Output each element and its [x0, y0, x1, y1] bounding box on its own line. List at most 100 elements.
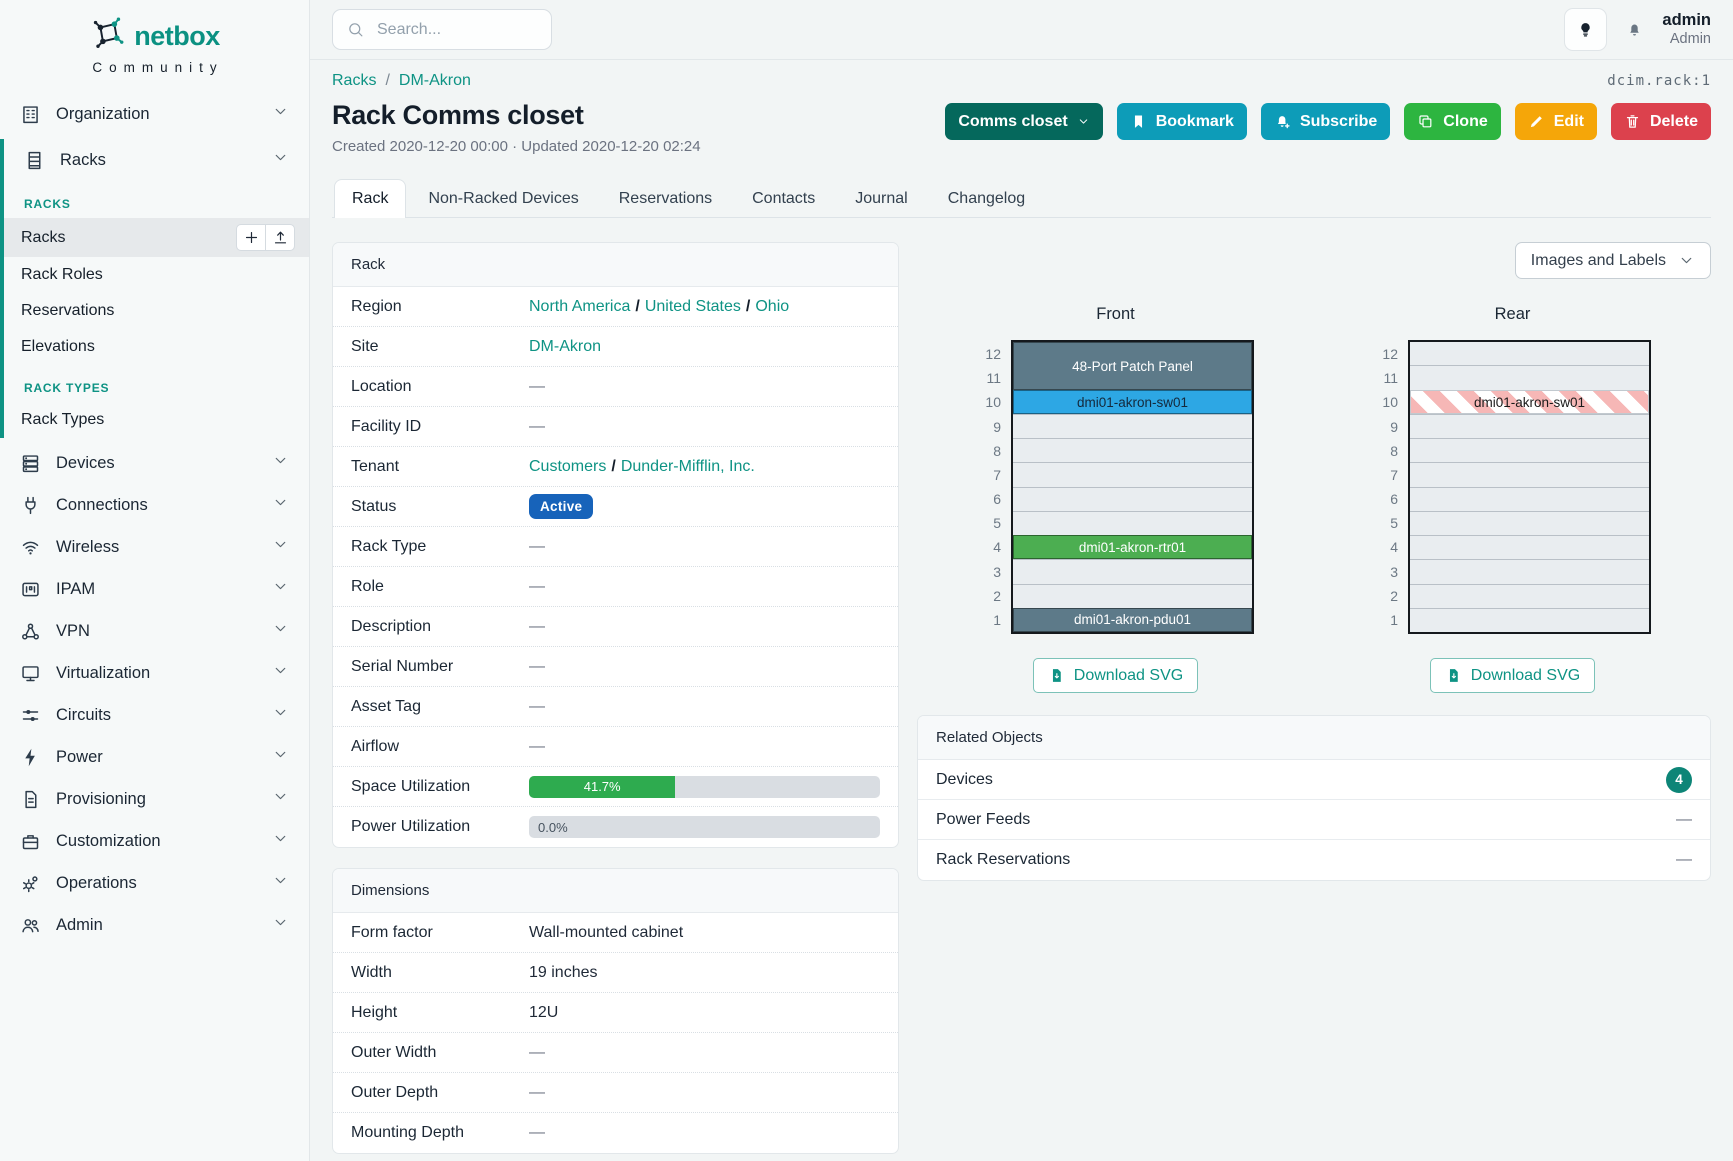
- sidebar-item-racks-list[interactable]: Racks: [4, 218, 309, 257]
- sidebar-item-rack-types[interactable]: Rack Types: [21, 411, 105, 428]
- region-link[interactable]: Ohio: [755, 297, 790, 315]
- sidebar-item-racks[interactable]: Racks: [4, 139, 309, 181]
- rack-unit-slot[interactable]: [1410, 584, 1649, 609]
- tenant-link[interactable]: Dunder-Mifflin, Inc.: [620, 457, 755, 475]
- rack-unit-slot[interactable]: [1410, 342, 1649, 367]
- rack-unit-slot[interactable]: [1013, 584, 1252, 609]
- sidebar-item-devices[interactable]: Devices: [0, 442, 309, 484]
- rack-unit-slot[interactable]: [1410, 439, 1649, 464]
- download-svg-rear-button[interactable]: Download SVG: [1429, 658, 1596, 693]
- tab-non-racked-devices[interactable]: Non-Racked Devices: [428, 190, 579, 207]
- briefcase-icon: [22, 834, 39, 849]
- tab-journal[interactable]: Journal: [855, 190, 908, 207]
- rack-unit-slot[interactable]: [1410, 463, 1649, 488]
- sidebar-item-rack-roles[interactable]: Rack Roles: [21, 266, 103, 283]
- chevron-down-icon: [272, 149, 289, 171]
- sidebar-item-vpn[interactable]: VPN: [0, 610, 309, 652]
- rack-unit-slot[interactable]: [1410, 536, 1649, 561]
- unit-number: 3: [993, 563, 1001, 580]
- rack-unit-slot[interactable]: [1013, 414, 1252, 439]
- rack-unit-slot[interactable]: [1013, 511, 1252, 536]
- rack-device[interactable]: dmi01-akron-sw01: [1410, 390, 1649, 415]
- bookmark-icon: [1134, 115, 1142, 128]
- rack-name-dropdown-button[interactable]: Comms closet: [945, 103, 1103, 140]
- tab-changelog[interactable]: Changelog: [947, 190, 1026, 207]
- object-id: dcim.rack:1: [1607, 73, 1711, 89]
- bell-plus-icon: [1277, 116, 1290, 129]
- clone-button[interactable]: Clone: [1404, 103, 1501, 140]
- tab-contacts[interactable]: Contacts: [752, 190, 816, 207]
- edit-button[interactable]: Edit: [1514, 103, 1597, 140]
- sidebar-item-virtualization[interactable]: Virtualization: [0, 652, 309, 694]
- breadcrumb-site[interactable]: DM-Akron: [398, 72, 471, 89]
- sidebar-item-wireless[interactable]: Wireless: [0, 526, 309, 568]
- related-objects-header: Related Objects: [918, 716, 1710, 760]
- related-row-devices[interactable]: Devices 4: [918, 760, 1710, 800]
- unit-number: 11: [1383, 370, 1398, 387]
- search-icon: [349, 23, 363, 37]
- sidebar-item-customization[interactable]: Customization: [0, 820, 309, 862]
- chevron-down-icon: [1681, 257, 1692, 264]
- sidebar-item-provisioning[interactable]: Provisioning: [0, 778, 309, 820]
- related-row-power-feeds[interactable]: Power Feeds —: [918, 800, 1710, 840]
- rack-unit-slot[interactable]: [1410, 366, 1649, 391]
- breadcrumb-racks[interactable]: Racks: [332, 72, 377, 89]
- sidebar-item-operations[interactable]: Operations: [0, 862, 309, 904]
- tab-reservations[interactable]: Reservations: [618, 190, 713, 207]
- rack-unit-slot[interactable]: [1410, 560, 1649, 585]
- netbox-logo[interactable]: netbox Community: [0, 0, 309, 77]
- download-svg-front-button[interactable]: Download SVG: [1032, 658, 1199, 693]
- bookmark-button[interactable]: Bookmark: [1116, 103, 1247, 140]
- rack-unit-slot[interactable]: [1410, 414, 1649, 439]
- rack-device[interactable]: 48-Port Patch Panel: [1013, 342, 1252, 391]
- rack-device[interactable]: dmi01-akron-rtr01: [1013, 535, 1252, 560]
- rack-unit-slot[interactable]: [1410, 608, 1649, 632]
- sidebar-item-connections[interactable]: Connections: [0, 484, 309, 526]
- region-link[interactable]: United States: [644, 297, 741, 315]
- logo-edition: Community: [92, 60, 224, 75]
- user-menu[interactable]: admin Admin: [1662, 11, 1711, 48]
- sidebar-item-circuits[interactable]: Circuits: [0, 694, 309, 736]
- rack-device[interactable]: dmi01-akron-sw01: [1013, 390, 1252, 415]
- region-link[interactable]: North America: [529, 297, 631, 315]
- delete-button[interactable]: Delete: [1610, 103, 1711, 140]
- sidebar-item-power[interactable]: Power: [0, 736, 309, 778]
- elevation-view-toggle[interactable]: Images and Labels: [1514, 242, 1711, 279]
- rack-device[interactable]: dmi01-akron-pdu01: [1013, 607, 1252, 632]
- rack-unit-slot[interactable]: [1410, 511, 1649, 536]
- server-icon: [22, 454, 39, 472]
- site-link[interactable]: DM-Akron: [529, 337, 602, 355]
- rack-elevation-front: 48-Port Patch Panel dmi01-akron-sw01 dmi01…: [1011, 340, 1254, 634]
- rack-elevations: Front 12 11 10 9 8 7 6 5 4 3 2 1 48-Port Patch Pane…: [917, 305, 1711, 693]
- rack-unit-slot[interactable]: [1013, 463, 1252, 488]
- theme-toggle-button[interactable]: [1564, 8, 1608, 51]
- search-input[interactable]: [375, 19, 537, 40]
- attr-row-outer-width: Outer Width —: [333, 1033, 898, 1073]
- sidebar-item-reservations[interactable]: Reservations: [21, 302, 115, 319]
- rack-unit-slot[interactable]: [1013, 439, 1252, 464]
- rack-unit-slot[interactable]: [1013, 487, 1252, 512]
- chevron-down-icon: [272, 788, 289, 810]
- chevron-down-icon: [272, 578, 289, 600]
- unit-labels-front: 12 11 10 9 8 7 6 5 4 3 2 1: [977, 340, 1001, 634]
- notifications-button[interactable]: [1626, 21, 1643, 38]
- search-box[interactable]: [332, 9, 552, 50]
- sidebar-item-admin[interactable]: Admin: [0, 904, 309, 946]
- rack-unit-slot[interactable]: [1410, 487, 1649, 512]
- sidebar-item-organization[interactable]: Organization: [0, 93, 309, 135]
- subscribe-button[interactable]: Subscribe: [1260, 103, 1391, 140]
- rack-elevation-rear: dmi01-akron-sw01: [1408, 340, 1651, 634]
- sidebar: netbox Community Organization Racks RACK…: [0, 0, 310, 1161]
- attr-row-description: Description —: [333, 607, 898, 647]
- rack-unit-slot[interactable]: [1013, 560, 1252, 585]
- sidebar-item-elevations[interactable]: Elevations: [21, 338, 95, 355]
- created-updated-meta: Created 2020-12-20 00:00 · Updated 2020-…: [332, 138, 701, 155]
- unit-number: 12: [1382, 346, 1398, 363]
- sidebar-item-ipam[interactable]: IPAM: [0, 568, 309, 610]
- related-row-rack-reservations[interactable]: Rack Reservations —: [936, 851, 1692, 868]
- tab-rack[interactable]: Rack: [334, 179, 407, 218]
- tenant-group-link[interactable]: Customers: [529, 457, 607, 475]
- import-racks-button[interactable]: [265, 224, 295, 251]
- add-rack-button[interactable]: [236, 224, 266, 251]
- attr-row-serial-number: Serial Number —: [333, 647, 898, 687]
